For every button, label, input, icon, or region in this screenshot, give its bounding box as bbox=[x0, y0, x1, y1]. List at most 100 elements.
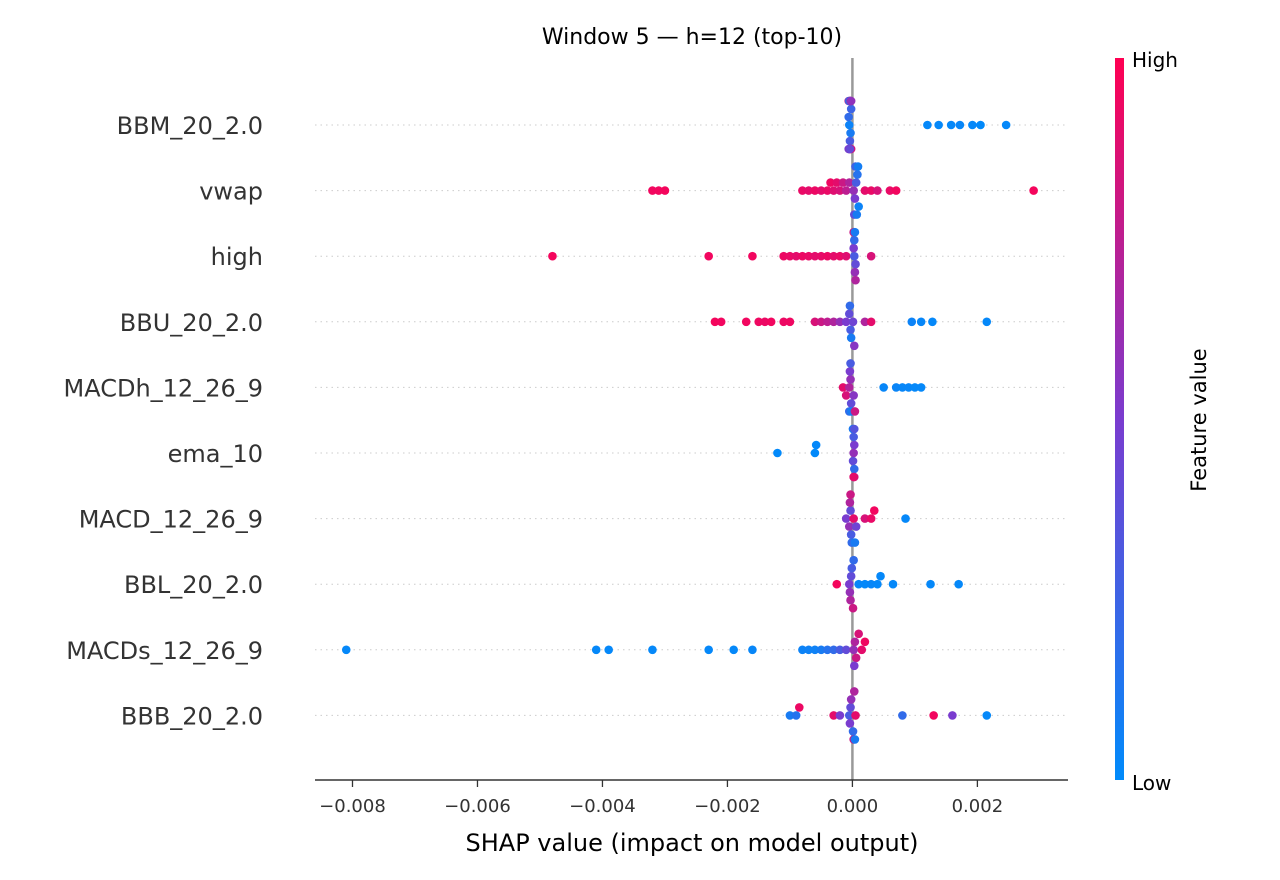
shap-point bbox=[810, 448, 820, 458]
shap-point bbox=[926, 579, 935, 589]
shap-point bbox=[849, 661, 859, 671]
shap-point bbox=[849, 687, 859, 696]
shap-point bbox=[810, 251, 820, 261]
shap-point bbox=[891, 383, 901, 392]
chart-title: Window 5 — h=12 (top-10) bbox=[542, 25, 842, 50]
shap-point bbox=[604, 645, 614, 655]
shap-point bbox=[841, 645, 851, 655]
shap-point bbox=[849, 424, 859, 434]
shap-point bbox=[850, 637, 860, 647]
shap-point bbox=[804, 645, 813, 655]
shap-point bbox=[851, 259, 860, 269]
shap-point bbox=[916, 317, 926, 327]
feature-label: MACD_12_26_9 bbox=[79, 506, 263, 534]
shap-point bbox=[846, 703, 855, 712]
shap-point bbox=[866, 317, 876, 327]
shap-point bbox=[904, 383, 913, 392]
shap-point bbox=[804, 186, 813, 195]
feature-label: BBL_20_2.0 bbox=[124, 571, 263, 599]
shap-point bbox=[846, 104, 856, 114]
shap-point bbox=[846, 490, 855, 499]
shap-point bbox=[1029, 186, 1038, 195]
x-axis-title: SHAP value (impact on model output) bbox=[466, 829, 919, 857]
shap-point bbox=[341, 645, 351, 655]
shap-point bbox=[844, 309, 854, 319]
shap-point bbox=[850, 227, 860, 237]
shap-point bbox=[968, 120, 977, 130]
shap-point bbox=[816, 645, 826, 655]
shap-point bbox=[716, 317, 726, 327]
x-axis: −0.008 −0.006 −0.004 −0.002 0.000 0.002 bbox=[315, 779, 1068, 817]
shap-point bbox=[832, 178, 842, 187]
feature-label: MACDh_12_26_9 bbox=[64, 374, 264, 402]
shap-point bbox=[760, 317, 770, 327]
shap-point bbox=[741, 317, 751, 327]
shap-point bbox=[748, 251, 757, 261]
shap-point bbox=[846, 333, 856, 343]
shap-point bbox=[816, 186, 826, 195]
shap-point bbox=[829, 317, 838, 327]
shap-point bbox=[823, 317, 832, 327]
shap-point bbox=[704, 251, 713, 261]
shap-points bbox=[341, 96, 1038, 744]
x-tick-label: −0.004 bbox=[569, 796, 636, 817]
shap-point bbox=[816, 317, 826, 327]
shap-point bbox=[848, 317, 858, 327]
shap-point bbox=[851, 275, 860, 285]
shap-point bbox=[704, 645, 713, 655]
shap-point bbox=[811, 440, 821, 450]
shap-point bbox=[823, 186, 832, 195]
shap-point bbox=[845, 136, 855, 146]
shap-point bbox=[916, 383, 926, 392]
shap-point bbox=[810, 186, 820, 195]
shap-point bbox=[853, 162, 863, 171]
shap-point bbox=[860, 637, 870, 647]
shap-point bbox=[846, 359, 855, 368]
shap-point bbox=[829, 711, 838, 720]
shap-point bbox=[845, 301, 855, 311]
shap-point bbox=[841, 186, 851, 195]
shap-point bbox=[850, 735, 860, 744]
shap-point bbox=[869, 506, 879, 515]
colorbar-title: Feature value bbox=[1187, 348, 1211, 491]
shap-point bbox=[846, 595, 855, 605]
shap-point bbox=[845, 498, 855, 507]
shap-point bbox=[835, 251, 845, 261]
colorbar-low-label: Low bbox=[1132, 771, 1171, 795]
shap-point bbox=[853, 170, 862, 179]
shap-point bbox=[849, 472, 858, 482]
shap-point bbox=[955, 120, 965, 130]
shap-point bbox=[860, 579, 870, 589]
shap-point bbox=[829, 645, 838, 655]
shap-point bbox=[785, 317, 795, 327]
shap-point bbox=[844, 579, 854, 589]
shap-point bbox=[648, 645, 657, 655]
shap-point bbox=[898, 383, 907, 392]
shap-point bbox=[835, 711, 845, 720]
colorbar-high-label: High bbox=[1132, 48, 1178, 72]
shap-point bbox=[852, 210, 862, 219]
shap-point bbox=[885, 186, 895, 195]
shap-point bbox=[823, 645, 832, 655]
shap-point bbox=[851, 522, 861, 531]
shap-point bbox=[866, 514, 876, 523]
shap-point bbox=[846, 506, 855, 515]
shap-point bbox=[773, 448, 782, 458]
x-ticks: −0.008 −0.006 −0.004 −0.002 0.000 0.002 bbox=[319, 780, 1003, 817]
shap-point bbox=[866, 251, 876, 261]
shap-point bbox=[785, 251, 795, 261]
shap-point bbox=[849, 243, 858, 253]
shap-point bbox=[929, 711, 938, 720]
shap-point bbox=[798, 251, 807, 261]
shap-point bbox=[748, 645, 757, 655]
shap-point bbox=[846, 325, 855, 335]
shap-point bbox=[851, 653, 861, 663]
shap-point bbox=[901, 514, 910, 523]
shap-point bbox=[849, 235, 859, 245]
shap-point bbox=[857, 645, 867, 655]
shap-point bbox=[841, 391, 851, 400]
shap-point bbox=[851, 711, 860, 720]
shap-point bbox=[838, 383, 848, 392]
feature-label: BBU_20_2.0 bbox=[120, 309, 263, 337]
x-tick-label: 0.002 bbox=[952, 796, 1004, 817]
